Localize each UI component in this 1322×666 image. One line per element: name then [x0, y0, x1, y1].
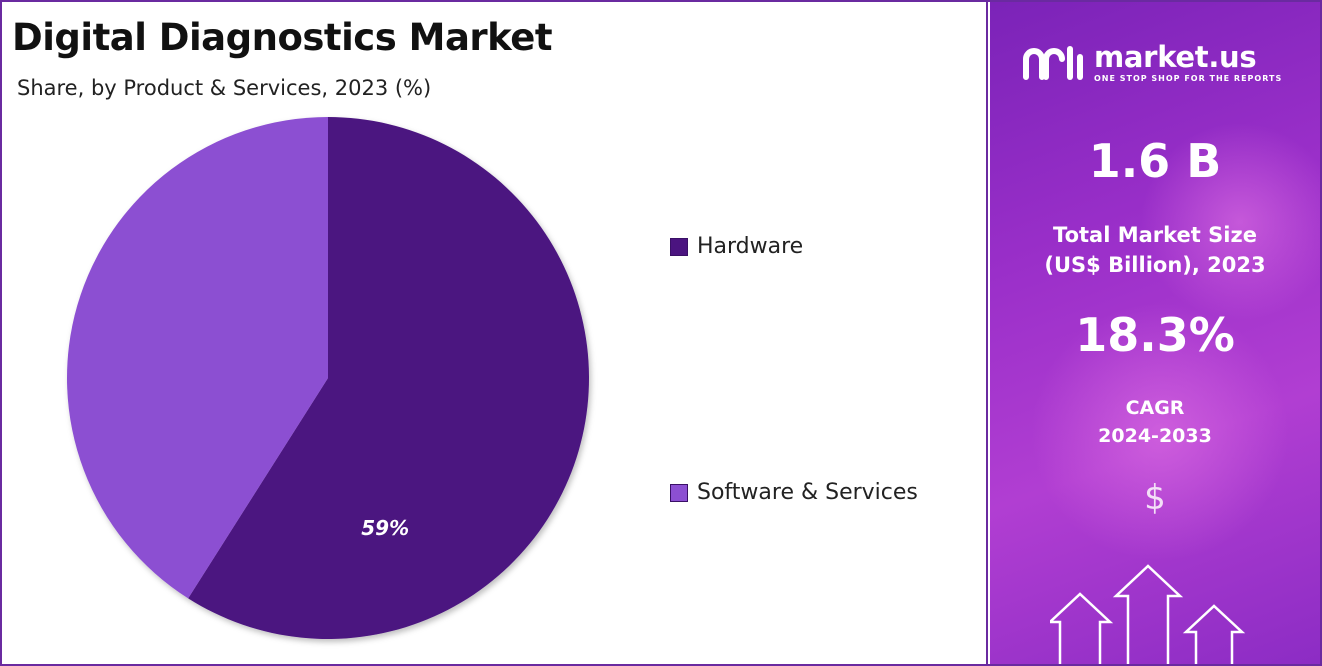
chart-subtitle: Share, by Product & Services, 2023 (%) — [17, 76, 432, 100]
cagr-label-line2: 2024-2033 — [1098, 425, 1212, 447]
background-glow — [1030, 302, 1290, 562]
chart-title: Digital Diagnostics Market — [12, 16, 553, 59]
pie-slice-hardware — [188, 117, 590, 639]
pie-chart: 59% — [67, 117, 590, 639]
background-glow — [1140, 122, 1320, 322]
brand-name: market.us — [1094, 40, 1257, 74]
legend-label-hardware: Hardware — [697, 234, 804, 259]
brand-tagline: ONE STOP SHOP FOR THE REPORTS — [1094, 74, 1283, 83]
cagr-label-line1: CAGR — [1125, 397, 1185, 419]
cagr-value: 18.3% — [1075, 308, 1235, 362]
brand-logo: market.us ONE STOP SHOP FOR THE REPORTS — [1022, 42, 1282, 83]
legend-swatch-software-services — [670, 483, 688, 502]
info-panel: market.us ONE STOP SHOP FOR THE REPORTS … — [990, 2, 1320, 664]
legend-item-hardware: Hardware — [670, 234, 803, 259]
legend-swatch-hardware — [670, 237, 688, 256]
market-us-logo-icon — [1023, 45, 1083, 80]
legend-label-software-services: Software & Services — [697, 480, 918, 505]
market-size-label-line2: (US$ Billion), 2023 — [1044, 253, 1266, 277]
pie-slice-software-services — [67, 117, 328, 599]
market-size-value: 1.6 B — [1088, 134, 1222, 188]
chart-panel: Digital Diagnostics Market Share, by Pro… — [2, 2, 988, 664]
dollar-icon: $ — [1144, 478, 1166, 518]
legend-item-software-services: Software & Services — [670, 480, 918, 505]
growth-arrows-icon — [1050, 564, 1246, 664]
pie-data-label-hardware: 59% — [361, 516, 409, 540]
market-size-label-line1: Total Market Size — [1053, 223, 1257, 247]
